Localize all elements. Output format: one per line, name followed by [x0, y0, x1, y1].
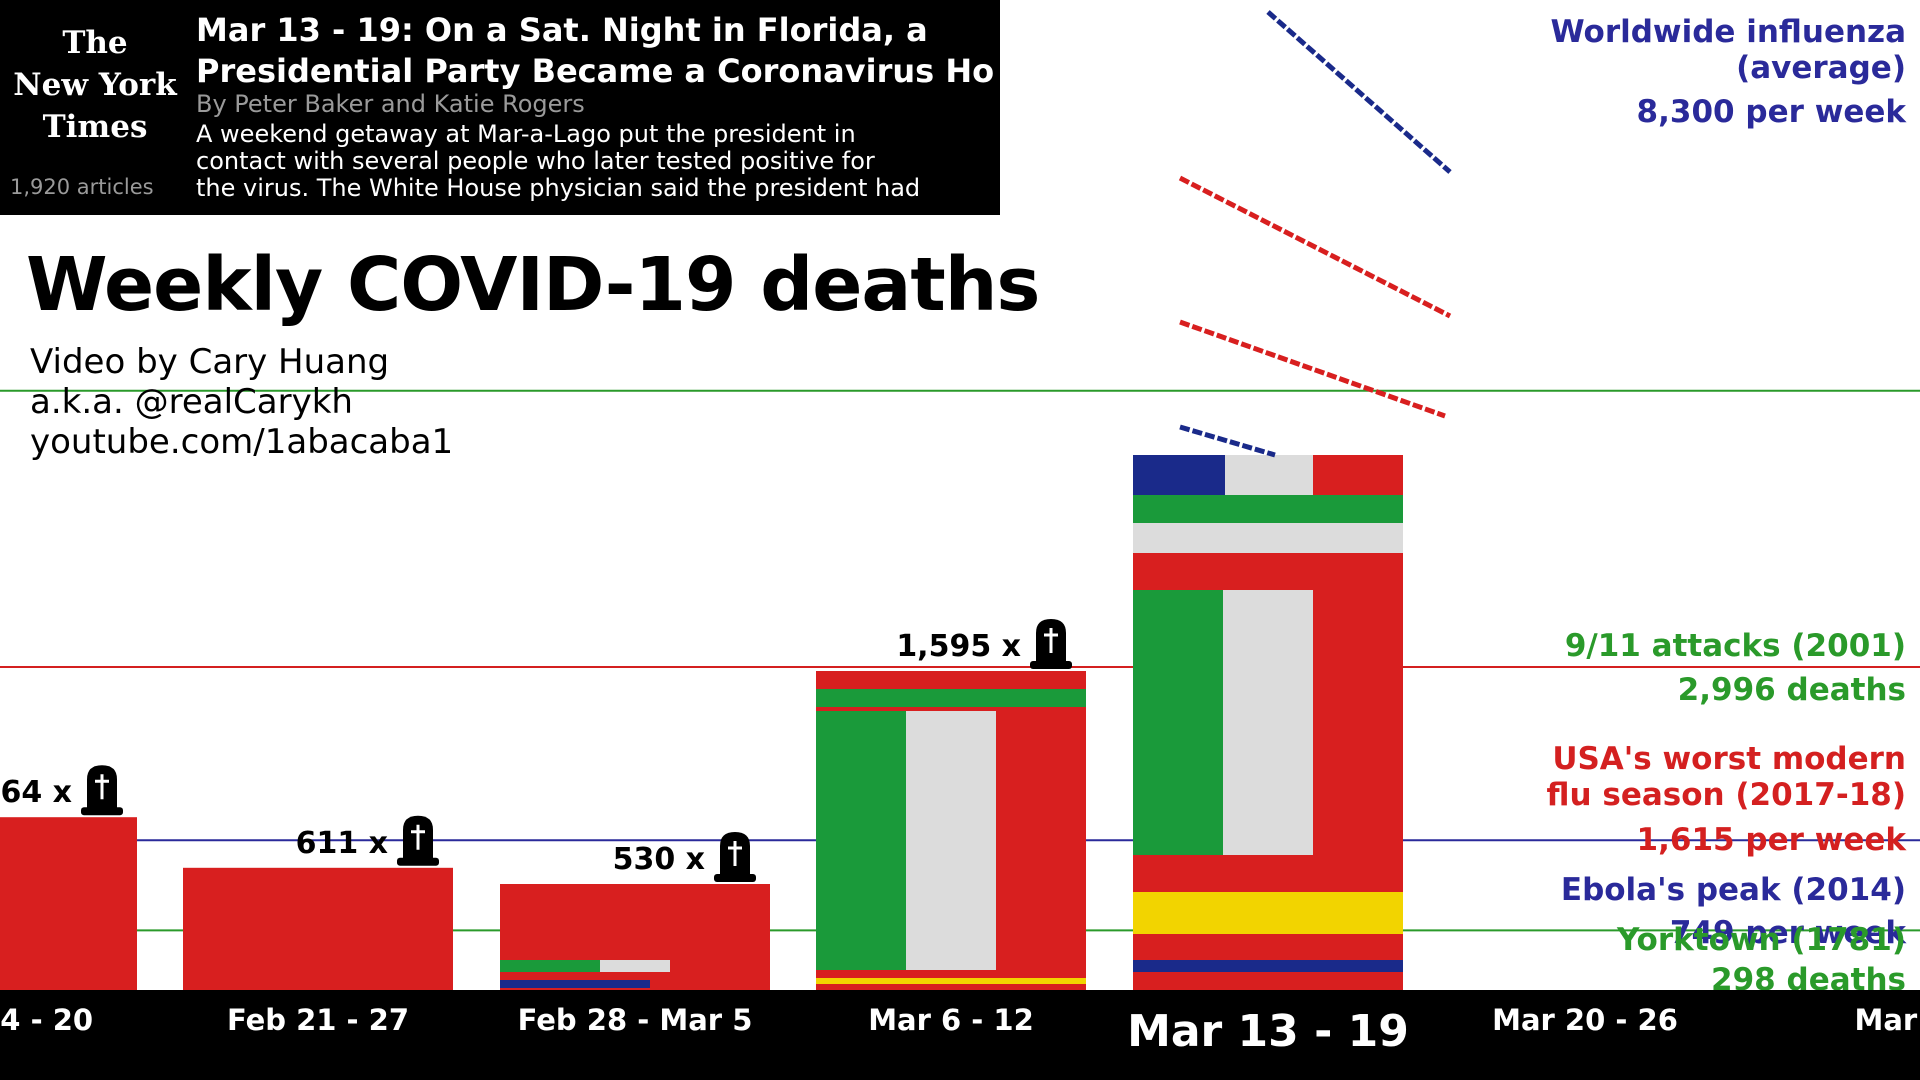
tombstone-icon [81, 765, 123, 816]
bar-segment [1133, 590, 1223, 855]
ref-value-label: 1,615 per week [1637, 822, 1908, 858]
logo-line: The [62, 25, 128, 61]
bar-segment [816, 978, 1086, 984]
credits: Video by Cary Huang a.k.a. @realCarykh y… [30, 342, 453, 462]
bar-segment [0, 817, 137, 990]
bar-value-labels: 864 x 611 x 530 x 1,595 x [0, 619, 1072, 882]
bar-segment [1223, 590, 1313, 855]
bar-value-label: 864 x [0, 775, 72, 810]
ref-label-0: Worldwide influenza(average) 8,300 per we… [1550, 14, 1907, 130]
x-tick-label: Mar 13 - 19 [1127, 1006, 1409, 1057]
x-tick-label: Feb 14 - 20 [0, 1003, 93, 1037]
tombstone-base [1030, 661, 1072, 669]
bar-0 [0, 817, 137, 990]
bar-3 [816, 671, 1086, 990]
x-tick-label: Feb 28 - Mar 5 [518, 1003, 753, 1037]
bar-segment [500, 884, 770, 990]
bar-2 [500, 884, 770, 990]
x-tick-labels: Feb 14 - 20 Feb 21 - 27 Feb 28 - Mar 5 Mar … [0, 1003, 1920, 1057]
ref-value-label: 2,996 deaths [1678, 672, 1906, 708]
bar-segment [600, 960, 670, 972]
bar-segment [996, 711, 1086, 970]
tombstone-base [714, 874, 756, 882]
tombstone-cross [411, 824, 425, 850]
credit-line: youtube.com/1abacaba1 [30, 422, 454, 462]
credit-line: Video by Cary Huang [30, 342, 390, 382]
x-axis-band [0, 990, 1920, 1080]
tombstone-cross [728, 841, 742, 866]
bar-segment [1225, 455, 1313, 495]
bar-segment [906, 711, 996, 970]
tombstone-icon [1030, 619, 1072, 669]
chart-title: Weekly COVID-19 deaths [26, 242, 1040, 328]
news-banner: The New York Times 1,920 articles Mar 13… [0, 0, 1000, 215]
overflow-segment-2 [1179, 319, 1446, 419]
ref-label-line: Ebola's peak (2014) [1561, 872, 1906, 908]
bar-segment [1133, 892, 1403, 934]
ref-label-3: Ebola's peak (2014) 749 per week [1561, 872, 1907, 951]
overflow-segments [1178, 10, 1452, 458]
tombstone-icon [397, 815, 439, 866]
x-tick-label: Mar 20 - 26 [1492, 1003, 1678, 1037]
bar-segment [1133, 495, 1403, 523]
ref-label-line: (average) [1736, 50, 1906, 86]
bar-segment [1313, 590, 1403, 855]
headline-line: Presidential Party Became a Coronavirus … [196, 52, 995, 90]
bar-segment [1133, 523, 1403, 553]
bar-segment [500, 980, 650, 988]
summary-line: the virus. The White House physician sai… [196, 174, 921, 202]
headline-line: Mar 13 - 19: On a Sat. Night in Florida,… [196, 11, 928, 49]
bar-segment [1133, 960, 1403, 972]
bar-1 [183, 867, 453, 990]
byline: By Peter Baker and Katie Rogers [196, 90, 585, 118]
tombstone-base [397, 857, 439, 866]
ref-label-line: USA's worst modern [1552, 741, 1906, 777]
x-tick-label: Mar 2 [1854, 1003, 1920, 1037]
bar-segment [500, 960, 600, 972]
ref-label-line: Worldwide influenza [1550, 14, 1906, 50]
overflow-segment-1 [1178, 175, 1452, 319]
bar-4 [1133, 455, 1403, 990]
article-summary: A weekend getaway at Mar-a-Lago put the … [196, 121, 996, 202]
x-tick-label: Feb 21 - 27 [227, 1003, 409, 1037]
ref-label-1: 9/11 attacks (2001) 2,996 deaths [1565, 628, 1906, 708]
bar-segment [816, 689, 1086, 707]
bar-segment [183, 867, 453, 990]
tombstone-cross [1044, 628, 1058, 653]
ref-value-label: 8,300 per week [1637, 94, 1908, 130]
tombstone-cross [95, 774, 109, 800]
bar-value-label: 1,595 x [896, 629, 1021, 664]
headline: Mar 13 - 19: On a Sat. Night in Florida,… [196, 10, 1000, 92]
bars [0, 455, 1403, 990]
bar-value-label: 611 x [296, 826, 388, 861]
ref-label-line: flu season (2017-18) [1547, 777, 1906, 813]
credit-line: a.k.a. @realCarykh [30, 382, 353, 422]
tombstone-base [81, 807, 123, 816]
overflow-segment-0 [1266, 10, 1452, 174]
logo-line: New York [13, 67, 177, 103]
bar-value-label: 530 x [613, 842, 705, 877]
x-tick-label: Mar 6 - 12 [868, 1003, 1034, 1037]
ref-value-label: 749 per week [1670, 915, 1907, 951]
nyt-logo: The New York Times [10, 22, 180, 148]
tombstone-icon [714, 832, 756, 882]
overflow-segment-3 [1179, 424, 1276, 458]
ref-label-line: Yorktown (1781) [1616, 922, 1906, 958]
logo-line: Times [42, 109, 148, 145]
bar-segment [816, 711, 906, 970]
bar-segment [1133, 455, 1225, 495]
summary-line: contact with several people who later te… [196, 147, 875, 175]
article-count: 1,920 articles [10, 175, 154, 199]
summary-line: A weekend getaway at Mar-a-Lago put the … [196, 120, 856, 148]
ref-label-line: 9/11 attacks (2001) [1565, 628, 1906, 664]
